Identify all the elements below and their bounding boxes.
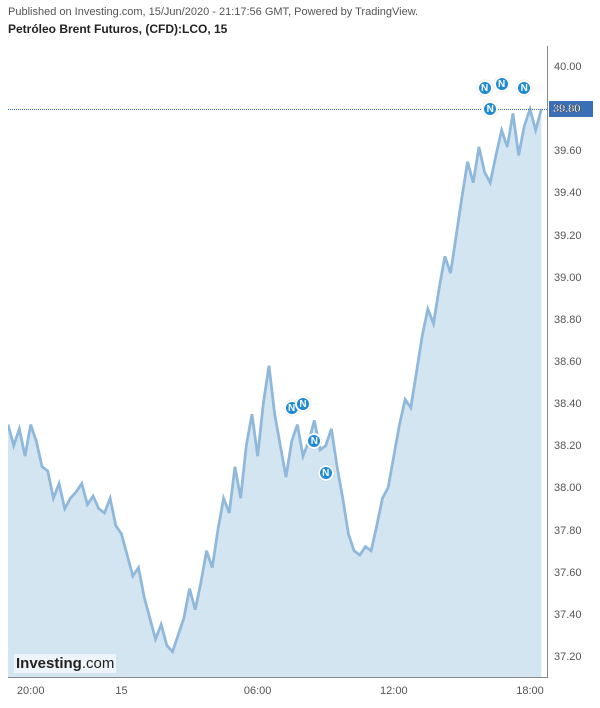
y-tick-label: 39.20: [554, 230, 582, 242]
y-tick-label: 38.20: [554, 440, 582, 452]
news-marker-icon[interactable]: N: [306, 433, 322, 449]
logo-suffix: .com: [82, 655, 115, 672]
watermark-logo: Investing.com: [14, 654, 116, 673]
news-marker-icon[interactable]: N: [318, 465, 334, 481]
area-chart: [8, 46, 547, 677]
y-tick-label: 37.40: [554, 609, 582, 621]
news-marker-icon[interactable]: N: [494, 76, 510, 92]
chart-container: Investing.com 20:00 15 06:00 12:00 18:00 39.8…: [8, 46, 594, 702]
publish-info: Published on Investing.com, 15/Jun/2020 …: [0, 0, 600, 20]
y-axis: 37.20 37.40 37.60 37.80 38.00 38.20 38.40 38.60…: [548, 46, 594, 678]
y-tick-label: 38.00: [554, 482, 582, 494]
y-tick-label: 39.40: [554, 187, 582, 199]
y-tick-label: 37.80: [554, 525, 582, 537]
y-tick-label: 39.00: [554, 272, 582, 284]
y-tick-label: 38.80: [554, 314, 582, 326]
y-tick-label: 37.20: [554, 651, 582, 663]
logo-bold: Investing: [16, 655, 82, 672]
y-tick-label: 39.80: [554, 103, 582, 115]
news-marker-icon[interactable]: N: [295, 396, 311, 412]
x-tick-label: 20:00: [17, 685, 45, 697]
y-tick-label: 40.00: [554, 61, 582, 73]
plot-area: Investing.com 20:001506:0012:0018:0039.8…: [8, 46, 548, 678]
y-tick-label: 37.60: [554, 567, 582, 579]
news-marker-icon[interactable]: N: [516, 80, 532, 96]
y-tick-label: 39.60: [554, 145, 582, 157]
y-tick-label: 38.40: [554, 398, 582, 410]
x-tick-label: 12:00: [380, 685, 408, 697]
chart-title: Petróleo Brent Futuros, (CFD):LCO, 15: [0, 20, 600, 44]
x-tick-label: 06:00: [244, 685, 272, 697]
news-marker-icon[interactable]: N: [477, 80, 493, 96]
news-marker-icon[interactable]: N: [482, 101, 498, 117]
current-price-line: [8, 109, 547, 110]
x-tick-label: 18:00: [516, 685, 544, 697]
x-tick-label: 15: [115, 685, 127, 697]
y-tick-label: 38.60: [554, 356, 582, 368]
